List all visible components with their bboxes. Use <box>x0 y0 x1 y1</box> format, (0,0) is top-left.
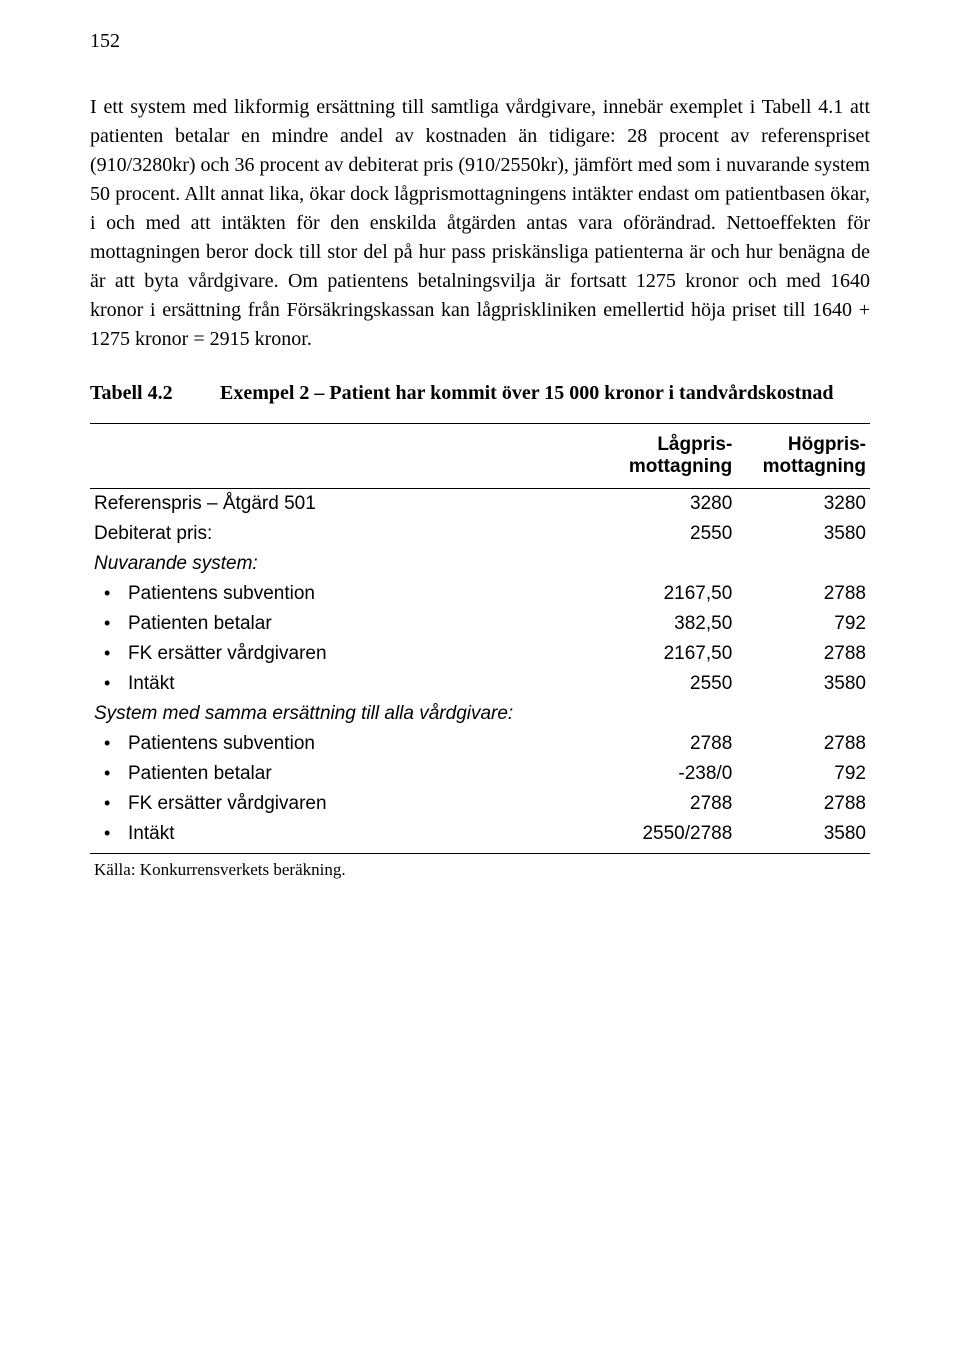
table-cell-value: 2550 <box>603 519 737 549</box>
table-cell-label: Referenspris – Åtgärd 501 <box>90 489 603 520</box>
table-cell-value: 792 <box>736 759 870 789</box>
table-cell-label: Patienten betalar <box>90 609 603 639</box>
table-cell-label: Intäkt <box>90 819 603 854</box>
table-source: Källa: Konkurrensverkets beräkning. <box>90 860 870 880</box>
table-cell-label: Intäkt <box>90 669 603 699</box>
body-paragraph: I ett system med likformig ersättning ti… <box>90 93 870 354</box>
table-row: Patienten betalar-238/0792 <box>90 759 870 789</box>
table-cell-value <box>603 549 737 579</box>
table-cell-value: 3580 <box>736 669 870 699</box>
table-row: Debiterat pris:25503580 <box>90 519 870 549</box>
table-cell-value: 3580 <box>736 519 870 549</box>
table-row: Intäkt2550/27883580 <box>90 819 870 854</box>
table-row: FK ersätter vårdgivaren27882788 <box>90 789 870 819</box>
table-cell-value: 2788 <box>736 729 870 759</box>
table-row: Intäkt25503580 <box>90 669 870 699</box>
table-row: Nuvarande system: <box>90 549 870 579</box>
table-cell-value: 2788 <box>736 579 870 609</box>
table-cell-label: Patienten betalar <box>90 759 603 789</box>
table-cell-value: 2550/2788 <box>603 819 737 854</box>
table-cell-value <box>603 699 737 729</box>
table-row: Patientens subvention2167,502788 <box>90 579 870 609</box>
table-cell-value: -238/0 <box>603 759 737 789</box>
table-cell-value: 382,50 <box>603 609 737 639</box>
table-cell-value: 3280 <box>603 489 737 520</box>
table-cell-value <box>736 699 870 729</box>
table-cell-value: 2788 <box>603 729 737 759</box>
table-header-highprice: Högpris- mottagning <box>736 424 870 489</box>
table-caption: Tabell 4.2 Exempel 2 – Patient har kommi… <box>90 382 870 405</box>
table-row: Referenspris – Åtgärd 50132803280 <box>90 489 870 520</box>
table-row: Patienten betalar382,50792 <box>90 609 870 639</box>
table-cell-value: 2788 <box>736 789 870 819</box>
table-header-empty <box>90 424 603 489</box>
table-cell-label: FK ersätter vårdgivaren <box>90 639 603 669</box>
data-table: Lågpris- mottagning Högpris- mottagning … <box>90 423 870 854</box>
table-header-lowprice: Lågpris- mottagning <box>603 424 737 489</box>
page-number: 152 <box>90 30 870 53</box>
table-label: Tabell 4.2 <box>90 382 220 405</box>
table-cell-label: Debiterat pris: <box>90 519 603 549</box>
table-cell-value: 3580 <box>736 819 870 854</box>
table-caption-text: Exempel 2 – Patient har kommit över 15 0… <box>220 382 870 405</box>
table-cell-label: Patientens subvention <box>90 729 603 759</box>
table-row: System med samma ersättning till alla vå… <box>90 699 870 729</box>
table-cell-value: 2550 <box>603 669 737 699</box>
table-cell-label: System med samma ersättning till alla vå… <box>90 699 603 729</box>
table-cell-label: Patientens subvention <box>90 579 603 609</box>
table-cell-value: 2788 <box>736 639 870 669</box>
table-cell-value: 2167,50 <box>603 579 737 609</box>
table-cell-value: 2167,50 <box>603 639 737 669</box>
table-cell-label: Nuvarande system: <box>90 549 603 579</box>
table-cell-value <box>736 549 870 579</box>
table-cell-value: 792 <box>736 609 870 639</box>
table-row: Patientens subvention27882788 <box>90 729 870 759</box>
table-cell-value: 3280 <box>736 489 870 520</box>
table-cell-value: 2788 <box>603 789 737 819</box>
table-cell-label: FK ersätter vårdgivaren <box>90 789 603 819</box>
table-row: FK ersätter vårdgivaren2167,502788 <box>90 639 870 669</box>
